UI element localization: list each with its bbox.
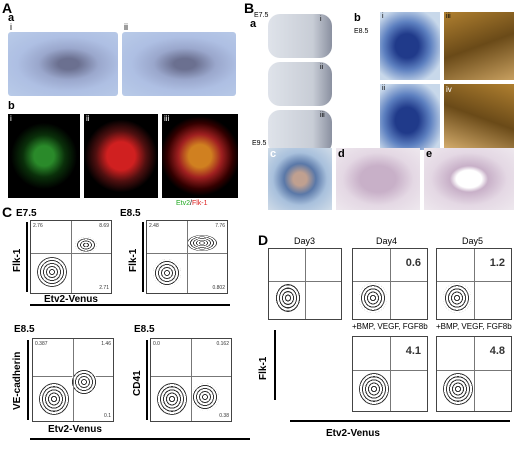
image-label: e <box>426 148 433 160</box>
embryo-image <box>122 32 236 96</box>
subpanel-label: a <box>8 12 15 24</box>
stage-label: E7.5 <box>16 208 37 219</box>
axis-arrow <box>30 438 250 440</box>
flow-plot: 4.1 <box>352 336 428 412</box>
image-label: iii <box>320 112 325 119</box>
subpanel-label: b <box>354 12 361 24</box>
quadrant-value: 4.8 <box>489 345 505 357</box>
stage-label: E8.5 <box>134 324 155 335</box>
y-axis-label: CD41 <box>132 370 143 396</box>
flow-plot: 0.0 0.162 0.38 <box>150 338 232 422</box>
axis-arrow <box>26 222 28 292</box>
embryo-image <box>268 62 332 106</box>
section-image <box>424 148 514 210</box>
embryo-image <box>8 32 118 96</box>
fluorescence-image <box>162 114 238 198</box>
quadrant-value: 1.2 <box>489 257 505 269</box>
image-label: i <box>382 13 384 20</box>
fluorescence-image <box>84 114 158 198</box>
panel-label: A <box>2 0 13 16</box>
image-label: iii <box>446 13 451 20</box>
treatment-label: +BMP, VEGF, FGF8b <box>352 322 428 331</box>
y-axis-label: VE-cadherin <box>12 351 23 410</box>
quadrant-value: 8.69 <box>99 223 109 229</box>
image-label: ii <box>124 22 128 32</box>
y-axis-label: Flk-1 <box>12 248 23 272</box>
flow-plot: 1.2 <box>436 248 512 320</box>
legend-red: Flk-1 <box>191 200 208 207</box>
quadrant-value: 0.6 <box>405 257 421 269</box>
quadrant-value: 0.38 <box>219 413 229 419</box>
stage-label: E8.5 <box>354 28 369 35</box>
quadrant-value: 2.48 <box>149 223 159 229</box>
axis-arrow <box>290 420 510 422</box>
embryo-image <box>380 84 440 150</box>
image-label: d <box>338 148 345 160</box>
quadrant-value: 0.162 <box>216 341 229 347</box>
axis-arrow <box>27 340 29 420</box>
axis-arrow <box>30 304 230 306</box>
quadrant-value: 2.76 <box>33 223 43 229</box>
y-axis-label: Flk-1 <box>128 248 139 272</box>
embryo-image <box>268 14 332 58</box>
image-label: i <box>320 16 322 23</box>
quadrant-value: 7.76 <box>215 223 225 229</box>
flow-plot <box>268 248 342 320</box>
x-axis-label: Etv2-Venus <box>44 294 98 305</box>
image-label: ii <box>320 64 324 71</box>
panel-label: C <box>2 204 13 220</box>
embryo-image <box>380 12 440 80</box>
image-label: i <box>10 114 12 123</box>
section-image <box>444 84 514 150</box>
stage-label: E9.5 <box>252 140 267 147</box>
flow-plot: 2.48 7.76 0.802 <box>146 220 228 294</box>
flow-plot: 2.76 8.69 2.71 <box>30 220 112 294</box>
subpanel-label: a <box>250 18 257 30</box>
image-label: iv <box>446 85 452 94</box>
legend: Etv2/Flk-1 <box>176 200 208 207</box>
flow-plot: 0.6 <box>352 248 428 320</box>
panel-label: B <box>244 0 255 16</box>
image-label: c <box>270 148 277 160</box>
embryo-image <box>268 148 332 210</box>
image-label: ii <box>382 85 386 92</box>
image-label: iii <box>164 114 170 123</box>
stage-label: E8.5 <box>120 208 141 219</box>
stage-label: E8.5 <box>14 324 35 335</box>
axis-arrow <box>146 340 148 420</box>
section-image <box>444 12 514 80</box>
x-axis-label: Etv2-Venus <box>48 424 102 435</box>
legend-separator: / <box>190 200 192 207</box>
quadrant-value: 0.802 <box>212 285 225 291</box>
column-label: Day4 <box>376 236 398 246</box>
embryo-image <box>268 110 332 154</box>
x-axis-label: Etv2-Venus <box>326 428 380 439</box>
axis-arrow <box>274 330 276 400</box>
y-axis-label: Flk-1 <box>258 356 269 380</box>
quadrant-value: 2.71 <box>99 285 109 291</box>
fluorescence-image <box>8 114 80 198</box>
flow-plot: 0.387 1.46 0.1 <box>32 338 114 422</box>
image-label: i <box>10 22 12 32</box>
axis-arrow <box>142 222 144 292</box>
quadrant-value: 0.1 <box>104 413 111 419</box>
image-label: ii <box>86 114 90 123</box>
column-label: Day3 <box>294 236 316 246</box>
quadrant-value: 1.46 <box>101 341 111 347</box>
subpanel-label: b <box>8 100 15 112</box>
section-image <box>336 148 420 210</box>
column-label: Day5 <box>462 236 484 246</box>
quadrant-value: 0.0 <box>153 341 160 347</box>
flow-plot: 4.8 <box>436 336 512 412</box>
quadrant-value: 0.387 <box>35 341 48 347</box>
treatment-label: +BMP, VEGF, FGF8b <box>436 322 512 331</box>
quadrant-value: 4.1 <box>405 345 421 357</box>
panel-label: D <box>258 232 269 248</box>
stage-label: E7.5 <box>254 12 269 19</box>
legend-green: Etv2 <box>176 200 191 207</box>
